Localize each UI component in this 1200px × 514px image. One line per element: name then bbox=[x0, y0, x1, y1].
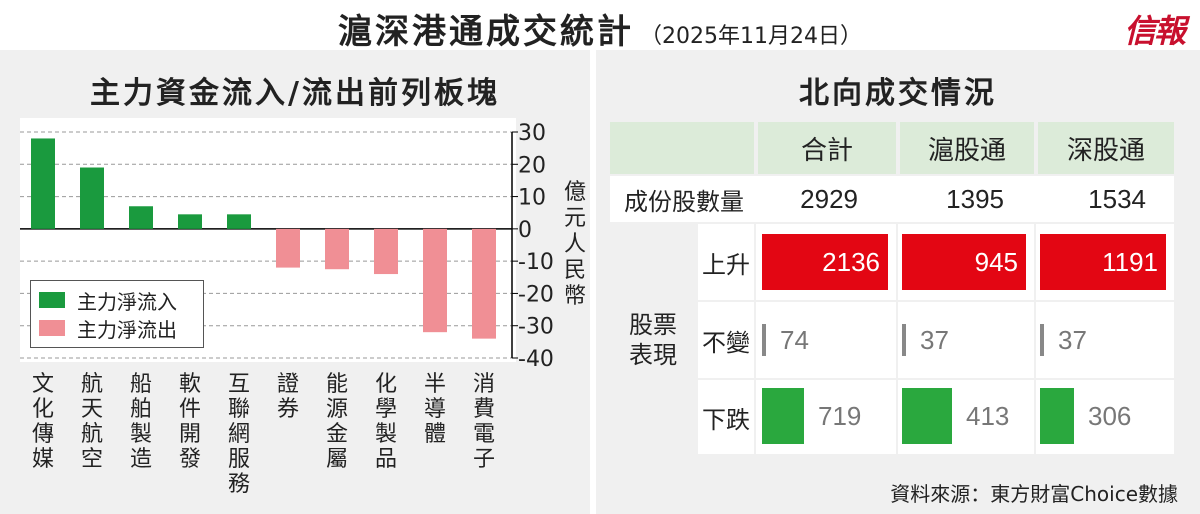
table-title: 北向成交情況 bbox=[799, 76, 997, 111]
legend-swatch-inflow bbox=[39, 292, 65, 308]
row-label-cell-up bbox=[698, 224, 754, 300]
constituent-total: 2929 bbox=[800, 184, 858, 214]
table-corner bbox=[610, 122, 754, 174]
constituent-sz: 1534 bbox=[1088, 184, 1146, 214]
bar-outflow bbox=[374, 228, 398, 275]
column-header-total: 合計 bbox=[758, 122, 896, 174]
source-note: 資料來源：東方財富Choice數據 bbox=[890, 482, 1178, 506]
legend-item-inflow: 主力淨流入 bbox=[39, 287, 177, 314]
brand-logo: 信報 bbox=[1123, 12, 1186, 50]
y-axis-ticks: 30 20 10 0 -10 -20 -30 -40 bbox=[511, 121, 554, 372]
category-label: 證券 bbox=[276, 372, 299, 422]
category-label: 軟件開發 bbox=[178, 372, 201, 472]
row-label-down: 下跌 bbox=[702, 405, 750, 434]
column-header-sz: 深股通 bbox=[1038, 122, 1174, 174]
row-label-up: 上升 bbox=[702, 250, 750, 279]
y-tick-label: -40 bbox=[518, 347, 554, 372]
category-label: 互聯網服務 bbox=[227, 372, 250, 497]
category-label: 文化傳媒 bbox=[31, 372, 54, 472]
legend-label-inflow: 主力淨流入 bbox=[77, 289, 177, 314]
y-tick-label: -30 bbox=[518, 315, 554, 340]
category-label: 能源金屬 bbox=[325, 372, 348, 472]
table-bar bbox=[902, 388, 952, 444]
divider-4 bbox=[756, 378, 1174, 380]
y-tick-label: 30 bbox=[518, 121, 546, 146]
table-value: 2136 bbox=[822, 246, 880, 277]
divider-2 bbox=[1034, 224, 1036, 454]
table-bar bbox=[1040, 234, 1166, 290]
bar-inflow bbox=[227, 214, 251, 229]
group-label-text: 股票表現 bbox=[629, 311, 677, 369]
bar-inflow bbox=[80, 167, 104, 229]
category-label: 船舶製造 bbox=[129, 372, 152, 472]
title-date: （2025年11月24日） bbox=[640, 24, 862, 49]
y-tick-label: 0 bbox=[518, 218, 532, 243]
group-cell bbox=[610, 224, 696, 454]
category-label: 半導體 bbox=[423, 372, 446, 447]
y-tick-label: -10 bbox=[518, 250, 554, 275]
table-value: 413 bbox=[966, 400, 1010, 431]
chart-title: 主力資金流入/流出前列板塊 bbox=[90, 76, 500, 111]
table-bar bbox=[1040, 388, 1074, 444]
table-bar bbox=[762, 388, 804, 444]
table-bar bbox=[762, 234, 888, 290]
bar-chart: 30 20 10 0 -10 -20 -30 -40 bbox=[20, 118, 554, 372]
group-label: 股票表現 bbox=[610, 300, 696, 380]
divider-1 bbox=[896, 224, 898, 454]
bar-outflow bbox=[325, 228, 349, 270]
bar-outflow bbox=[423, 228, 447, 333]
divider-3 bbox=[756, 300, 1174, 302]
bar-outflow bbox=[472, 228, 496, 339]
category-label: 航天航空 bbox=[80, 372, 103, 472]
legend-item-outflow: 主力淨流出 bbox=[39, 315, 177, 342]
y-tick-label: -20 bbox=[518, 282, 554, 307]
row-label-cell-flat bbox=[698, 302, 754, 378]
table-bar bbox=[762, 324, 766, 356]
table-value: 1191 bbox=[1102, 246, 1158, 277]
row-label-cell-down bbox=[698, 380, 754, 454]
bar-inflow bbox=[31, 138, 55, 229]
table-value: 719 bbox=[818, 400, 862, 431]
bar-inflow bbox=[129, 206, 153, 229]
constituent-row bbox=[610, 176, 1174, 222]
constituent-sh: 1395 bbox=[946, 184, 1004, 214]
table-value: 306 bbox=[1088, 400, 1132, 431]
y-tick-label: 10 bbox=[518, 186, 546, 211]
column-header-sh: 滬股通 bbox=[900, 122, 1034, 174]
category-label: 化學製品 bbox=[374, 372, 397, 472]
legend-label-outflow: 主力淨流出 bbox=[77, 317, 177, 342]
table-bar bbox=[902, 324, 906, 356]
table-value: 74 bbox=[780, 324, 809, 355]
table-value: 37 bbox=[1058, 324, 1087, 355]
chart-legend: 主力淨流入 主力淨流出 bbox=[30, 280, 204, 348]
table-value: 37 bbox=[920, 324, 949, 355]
y-tick-label: 20 bbox=[518, 153, 546, 178]
legend-swatch-outflow bbox=[39, 320, 65, 336]
bars bbox=[31, 138, 496, 339]
bar-inflow bbox=[178, 214, 202, 229]
page-title: 滬深港通成交統計 （2025年11月24日） bbox=[0, 4, 1200, 53]
title-text: 滬深港通成交統計 bbox=[338, 12, 634, 52]
y-axis-unit: 億元人民幣 bbox=[563, 180, 586, 309]
table-value: 945 bbox=[974, 246, 1018, 277]
table-bar bbox=[902, 234, 1026, 290]
table-bar bbox=[1040, 324, 1044, 356]
constituent-label: 成份股數量 bbox=[624, 187, 744, 216]
bar-outflow bbox=[276, 228, 300, 268]
row-label-flat: 不變 bbox=[702, 328, 750, 357]
category-label: 消費電子 bbox=[472, 372, 495, 472]
